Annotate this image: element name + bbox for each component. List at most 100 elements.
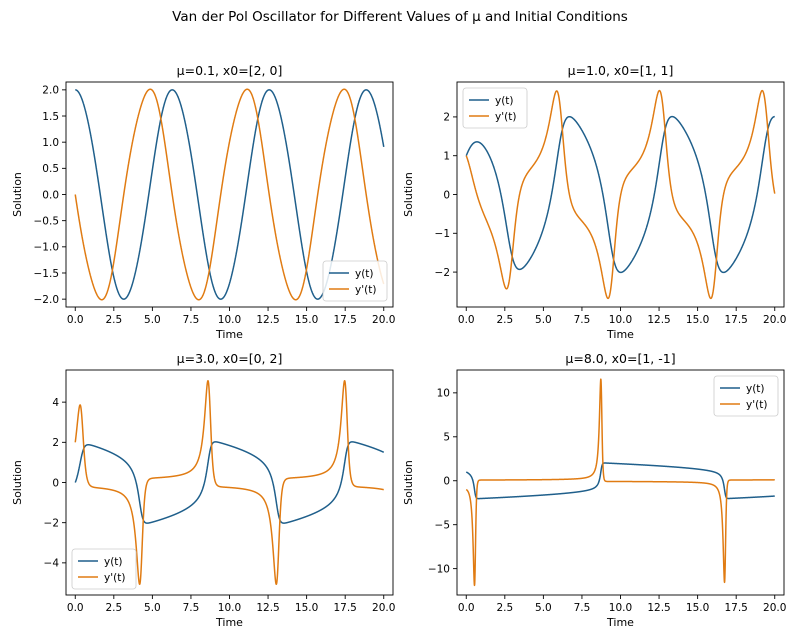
legend-box [71, 548, 137, 590]
x-tick-label: 7.5 [183, 314, 200, 326]
y-axis-label: Solution [11, 460, 24, 505]
chart-panel-2: 0.0 2.5 5.0 7.5 10.0 12.5 15.0 17.5 20.0 −2 −1 0 1 2 μ… [402, 63, 786, 341]
x-tick-label: 2.5 [496, 602, 513, 614]
x-tick-label: 12.5 [256, 314, 279, 326]
x-tick-label: 10.0 [609, 314, 632, 326]
series-line-yprime [465, 378, 776, 587]
chart-title: μ=1.0, x0=[1, 1] [568, 63, 674, 78]
y-tick-label: 1 [443, 151, 450, 163]
chart-title: μ=8.0, x0=[1, -1] [565, 351, 675, 366]
x-tick-label: 17.5 [333, 314, 356, 326]
legend: y(t) y'(t) [322, 260, 388, 302]
series-line-yprime [74, 88, 385, 301]
y-tick-label: 2 [443, 112, 450, 124]
y-tick-label: −1.5 [34, 268, 60, 280]
legend-box [462, 87, 528, 129]
x-tick-label: 17.5 [333, 602, 356, 614]
x-tick-label: 2.5 [105, 602, 122, 614]
y-tick-label: −1.0 [34, 242, 60, 254]
y-tick-label: −4 [44, 558, 60, 570]
x-tick-label: 0.0 [67, 314, 84, 326]
y-tick-label: −2 [435, 267, 450, 279]
series-line-yprime [74, 380, 385, 585]
legend-label-y: y(t) [746, 383, 765, 395]
x-tick-label: 7.5 [183, 602, 200, 614]
y-tick-label: −1 [435, 228, 450, 240]
x-tick-label: 2.5 [105, 314, 122, 326]
x-axis-label: Time [606, 328, 634, 341]
legend-label-y: y(t) [355, 268, 374, 280]
x-axis-label: Time [215, 616, 243, 629]
legend-label-yprime: y'(t) [746, 399, 767, 411]
x-tick-label: 5.0 [535, 602, 552, 614]
y-tick-label: 10 [437, 388, 450, 400]
x-tick-label: 0.0 [458, 314, 475, 326]
y-tick-label: −2.0 [34, 294, 60, 306]
legend: y(t) y'(t) [462, 87, 528, 129]
legend-label-y: y(t) [495, 95, 514, 107]
y-tick-label: 0 [443, 189, 450, 201]
legend-label-yprime: y'(t) [104, 572, 125, 584]
y-tick-label: 0.0 [42, 189, 59, 201]
legend-box [713, 375, 779, 417]
y-tick-label: 2 [52, 437, 59, 449]
y-tick-label: 0.5 [42, 163, 59, 175]
y-tick-label: 1.0 [42, 137, 59, 149]
x-tick-label: 7.5 [574, 602, 591, 614]
series-line-y [74, 89, 385, 300]
figure-title: Van der Pol Oscillator for Different Val… [172, 9, 628, 25]
x-tick-label: 15.0 [686, 602, 709, 614]
series-line-y [74, 441, 385, 524]
x-tick-label: 0.0 [67, 602, 84, 614]
x-tick-label: 15.0 [295, 602, 318, 614]
x-tick-label: 5.0 [535, 314, 552, 326]
x-tick-label: 5.0 [144, 602, 161, 614]
chart-title: μ=3.0, x0=[0, 2] [177, 351, 283, 366]
legend-label-y: y(t) [104, 556, 123, 568]
x-tick-label: 0.0 [458, 602, 475, 614]
y-axis-label: Solution [402, 460, 415, 505]
x-tick-label: 15.0 [686, 314, 709, 326]
x-tick-label: 7.5 [574, 314, 591, 326]
x-tick-label: 17.5 [724, 602, 747, 614]
x-tick-label: 20.0 [763, 602, 786, 614]
x-axis-label: Time [606, 616, 634, 629]
series-line-yprime [465, 89, 776, 300]
y-tick-label: 1.5 [42, 111, 59, 123]
x-tick-label: 12.5 [647, 602, 670, 614]
x-tick-label: 12.5 [647, 314, 670, 326]
y-tick-label: 0 [443, 476, 450, 488]
chart-panel-4: 0.0 2.5 5.0 7.5 10.0 12.5 15.0 17.5 20.0 −10 −5 0 5 1… [402, 351, 786, 629]
y-tick-label: −2 [44, 517, 59, 529]
series-line-y [465, 115, 776, 274]
x-tick-label: 20.0 [372, 602, 395, 614]
y-axis-label: Solution [11, 172, 24, 217]
x-axis-label: Time [215, 328, 243, 341]
legend-box [322, 260, 388, 302]
x-tick-label: 2.5 [496, 314, 513, 326]
x-tick-label: 10.0 [218, 602, 241, 614]
x-tick-label: 17.5 [724, 314, 747, 326]
y-tick-label: 4 [52, 397, 59, 409]
legend-label-yprime: y'(t) [355, 284, 376, 296]
series-line-y [465, 462, 776, 500]
chart-title: μ=0.1, x0=[2, 0] [177, 63, 283, 78]
y-tick-label: 5 [443, 432, 450, 444]
legend: y(t) y'(t) [71, 548, 137, 590]
x-tick-label: 20.0 [763, 314, 786, 326]
chart-panel-3: 0.0 2.5 5.0 7.5 10.0 12.5 15.0 17.5 20.0 −4 −2 0 2 4 μ… [11, 351, 395, 629]
y-tick-label: 2.0 [42, 85, 59, 97]
x-tick-label: 12.5 [256, 602, 279, 614]
y-tick-label: 0 [52, 477, 59, 489]
legend-label-yprime: y'(t) [495, 111, 516, 123]
chart-panel-1: 0.0 2.5 5.0 7.5 10.0 12.5 15.0 17.5 20.0 −2.0 −1.5… [11, 63, 395, 341]
x-tick-label: 20.0 [372, 314, 395, 326]
y-tick-label: −10 [428, 563, 450, 575]
x-tick-label: 15.0 [295, 314, 318, 326]
x-tick-label: 5.0 [144, 314, 161, 326]
x-tick-label: 10.0 [218, 314, 241, 326]
y-tick-label: −0.5 [34, 215, 60, 227]
x-tick-label: 10.0 [609, 602, 632, 614]
